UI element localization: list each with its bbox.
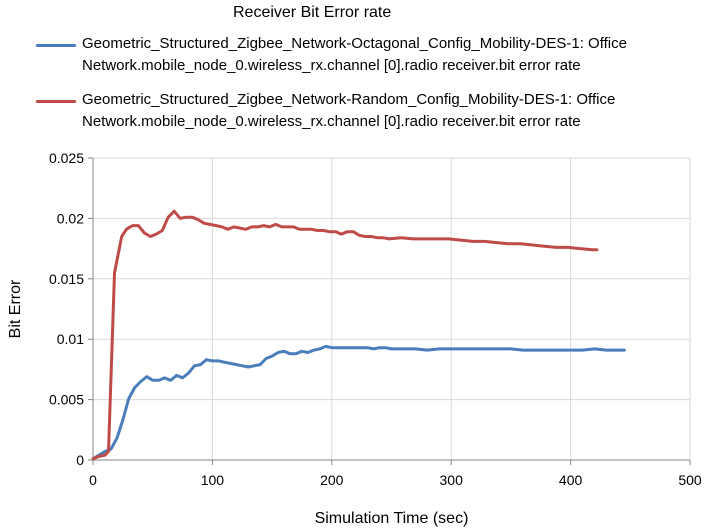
axes [88,157,691,465]
legend-label-octagonal: Geometric_Structured_Zigbee_Network-Octa… [82,35,627,74]
y-axis-title: Bit Error [7,279,24,338]
series-line-1 [91,209,599,461]
series-lines [91,209,626,461]
y-tick-label-0: 0 [76,452,84,468]
legend-swatch-random [36,100,76,103]
x-axis-title: Simulation Time (sec) [315,510,469,527]
grid-lines [93,157,691,460]
x-tick-label-2: 200 [320,472,344,488]
legend-label-random: Geometric_Structured_Zigbee_Network-Rand… [82,91,616,130]
tick-labels: 0 0.005 0.01 0.015 0.02 0.025 0 100 200 300 400 500 [49,150,702,488]
y-tick-label-5: 0.025 [49,150,84,166]
x-tick-label-5: 500 [678,472,702,488]
chart-title: Receiver Bit Error rate [233,4,392,21]
x-tick-label-3: 300 [440,472,464,488]
series-line-0 [91,344,626,461]
y-tick-label-3: 0.015 [49,271,84,287]
x-tick-label-1: 100 [201,472,225,488]
x-tick-label-4: 400 [559,472,583,488]
y-tick-label-4: 0.02 [57,210,84,226]
y-tick-label-1: 0.005 [49,392,84,408]
y-tick-label-2: 0.01 [57,331,84,347]
x-tick-label-0: 0 [89,472,97,488]
legend-swatch-octagonal [36,44,76,47]
